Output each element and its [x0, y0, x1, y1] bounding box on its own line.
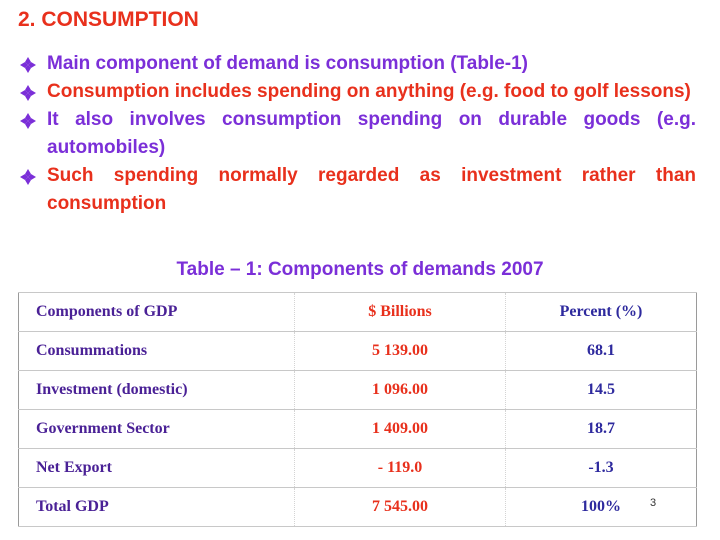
table-row-total: Total GDP 7 545.00 100%: [18, 487, 697, 527]
row-percent: 68.1: [505, 331, 697, 371]
bullet-text: Consumption includes spending on anythin…: [47, 81, 691, 102]
row-label: Government Sector: [18, 409, 295, 449]
header-percent: Percent (%): [505, 292, 697, 332]
row-percent: 14.5: [505, 370, 697, 410]
bullet-text: It also involves consumption spending on…: [47, 109, 696, 158]
diamond-bullet-icon: [20, 113, 36, 129]
diamond-bullet-icon: [20, 85, 36, 101]
row-label: Total GDP: [18, 487, 295, 527]
row-billions: - 119.0: [294, 448, 506, 488]
row-billions: 1 096.00: [294, 370, 506, 410]
row-billions: 7 545.00: [294, 487, 506, 527]
row-percent: -1.3: [505, 448, 697, 488]
table-row: Government Sector 1 409.00 18.7: [18, 409, 697, 449]
row-label: Net Export: [18, 448, 295, 488]
table-header-row: Components of GDP $ Billions Percent (%): [18, 292, 697, 332]
bullet-item: It also involves consumption spending on…: [20, 106, 696, 162]
bullet-text: Such spending normally regarded as inves…: [47, 165, 696, 214]
table-row: Investment (domestic) 1 096.00 14.5: [18, 370, 697, 410]
row-billions: 5 139.00: [294, 331, 506, 371]
bullet-text: Main component of demand is consumption …: [47, 53, 528, 74]
slide-number: 3: [650, 497, 657, 509]
gdp-components-table: Components of GDP $ Billions Percent (%)…: [18, 292, 697, 527]
bullet-item: Main component of demand is consumption …: [20, 50, 696, 78]
diamond-bullet-icon: [20, 57, 36, 73]
diamond-bullet-icon: [20, 169, 36, 185]
row-percent: 18.7: [505, 409, 697, 449]
bullet-list: Main component of demand is consumption …: [20, 50, 696, 218]
header-billions: $ Billions: [294, 292, 506, 332]
bullet-item: Consumption includes spending on anythin…: [20, 78, 696, 106]
bullet-item: Such spending normally regarded as inves…: [20, 162, 696, 218]
row-percent: 100%: [505, 487, 697, 527]
slide-title: 2. CONSUMPTION: [18, 8, 199, 31]
table-row: Consummations 5 139.00 68.1: [18, 331, 697, 371]
table-row: Net Export - 119.0 -1.3: [18, 448, 697, 488]
table-caption: Table – 1: Components of demands 2007: [176, 259, 544, 280]
row-billions: 1 409.00: [294, 409, 506, 449]
header-components: Components of GDP: [18, 292, 295, 332]
row-label: Investment (domestic): [18, 370, 295, 410]
row-label: Consummations: [18, 331, 295, 371]
